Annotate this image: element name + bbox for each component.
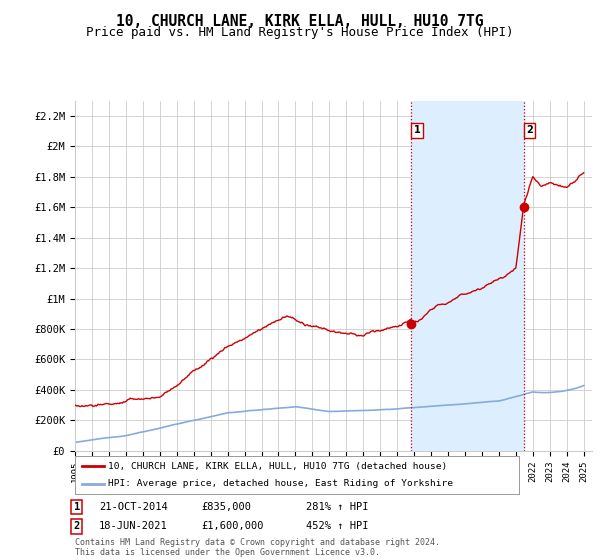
Text: 1: 1 [413,125,420,136]
Text: 10, CHURCH LANE, KIRK ELLA, HULL, HU10 7TG: 10, CHURCH LANE, KIRK ELLA, HULL, HU10 7… [116,14,484,29]
Text: 281% ↑ HPI: 281% ↑ HPI [306,502,368,512]
Text: 452% ↑ HPI: 452% ↑ HPI [306,521,368,531]
Text: 10, CHURCH LANE, KIRK ELLA, HULL, HU10 7TG (detached house): 10, CHURCH LANE, KIRK ELLA, HULL, HU10 7… [108,461,448,470]
Text: 2: 2 [74,521,80,531]
Text: 18-JUN-2021: 18-JUN-2021 [99,521,168,531]
Text: Contains HM Land Registry data © Crown copyright and database right 2024.
This d: Contains HM Land Registry data © Crown c… [75,538,440,557]
Text: 1: 1 [74,502,80,512]
Bar [411,101,524,451]
Text: 21-OCT-2014: 21-OCT-2014 [99,502,168,512]
Text: £1,600,000: £1,600,000 [201,521,263,531]
Text: £835,000: £835,000 [201,502,251,512]
Text: 2: 2 [526,125,533,136]
Text: HPI: Average price, detached house, East Riding of Yorkshire: HPI: Average price, detached house, East… [108,479,454,488]
Text: Price paid vs. HM Land Registry's House Price Index (HPI): Price paid vs. HM Land Registry's House … [86,26,514,39]
